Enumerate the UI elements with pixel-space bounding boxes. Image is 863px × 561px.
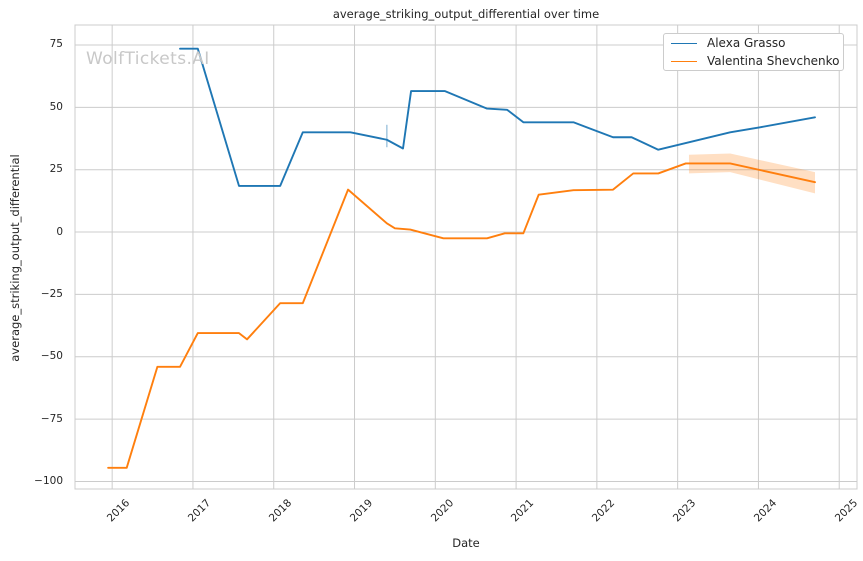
legend-label: Alexa Grasso <box>707 36 786 50</box>
legend-item-valentina-shevchenko: Valentina Shevchenko <box>664 54 843 69</box>
plot-border <box>74 24 858 490</box>
legend-line-swatch-orange <box>671 60 697 62</box>
series-line-alexa-grasso <box>179 47 816 187</box>
legend-line-swatch-blue <box>671 42 697 44</box>
chart-title: average_striking_output_differential ove… <box>332 7 600 21</box>
x-axis-label: Date <box>452 536 480 550</box>
series-line-valentina-shevchenko <box>107 162 816 469</box>
legend-item-alexa-grasso: Alexa Grasso <box>664 36 843 51</box>
watermark: WolfTickets.AI <box>86 49 210 69</box>
confidence-band <box>688 153 815 194</box>
legend: Alexa Grasso Valentina Shevchenko <box>663 33 844 71</box>
legend-label: Valentina Shevchenko <box>707 54 840 68</box>
y-axis-label: average_striking_output_differential <box>8 154 22 362</box>
